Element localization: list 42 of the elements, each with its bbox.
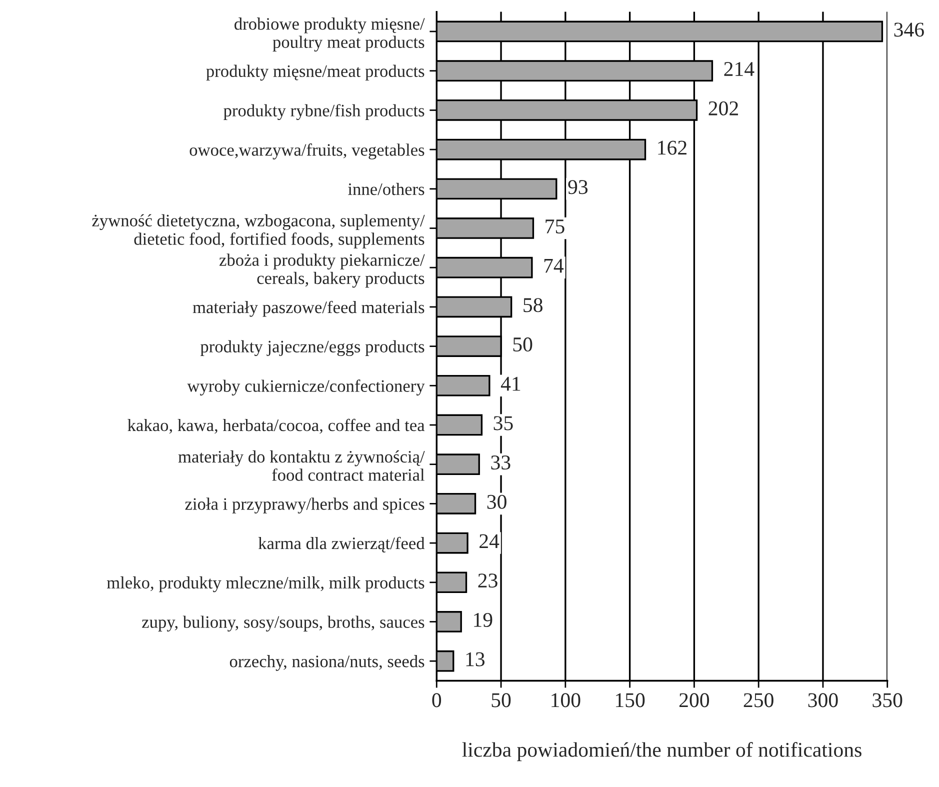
y-tick-label: drobiowe produkty mięsne/ poultry meat products	[234, 18, 425, 52]
x-tick-label: 250	[744, 693, 774, 708]
y-tick-label: wyroby cukiernicze/confectionery	[187, 380, 425, 396]
y-tick-label: zboża i produkty piekarnicze/ cereals, bakery products	[219, 254, 425, 288]
y-tick-label: owoce,warzywa/fruits, vegetables	[190, 143, 424, 160]
x-tick-label: 50	[492, 693, 511, 708]
y-tick-label: mleko, produkty mleczne/milk, milk products	[106, 576, 424, 592]
y-tick-label: orzechy, nasiona/nuts, seeds	[230, 655, 424, 671]
y-tick-label: zioła i przyprawy/herbs and spices	[185, 498, 424, 514]
data-label: 346	[894, 22, 924, 37]
x-tick-label: 0	[432, 693, 442, 708]
data-label: 41	[500, 376, 520, 391]
y-tick-label: produkty mięsne/meat products	[206, 64, 424, 81]
data-label: 74	[544, 258, 564, 273]
y-tick-label: kakao, kawa, herbata/cocoa, coffee and tea	[128, 418, 425, 434]
x-tick-label: 150	[616, 693, 645, 708]
y-tick-label: materiały do kontaktu z żywnością/ food contract material	[178, 450, 425, 481]
data-label: 23	[478, 574, 498, 588]
data-label: 58	[524, 298, 542, 312]
data-label: 33	[491, 456, 510, 470]
x-tick-label: 350	[872, 693, 902, 708]
data-label: 75	[546, 220, 564, 234]
data-label: 24	[480, 534, 500, 548]
y-tick-label: produkty rybne/fish products	[224, 104, 424, 120]
data-label: 30	[487, 494, 506, 509]
data-label: 214	[724, 62, 754, 76]
x-tick-label: 100	[552, 693, 580, 708]
y-tick-label: karma dla zwierząt/feed	[258, 536, 425, 552]
y-tick-label: materiały paszowe/feed materials	[192, 300, 424, 317]
data-label: 93	[568, 180, 588, 194]
data-label: 19	[474, 612, 492, 627]
x-tick-label: 200	[679, 693, 710, 708]
data-label: 13	[466, 652, 485, 666]
data-label: 162	[658, 140, 686, 155]
data-label: 202	[708, 101, 738, 116]
x-tick-label: 300	[808, 693, 838, 708]
y-tick-label: inne/others	[348, 182, 424, 196]
y-tick-label: zupy, buliony, sosy/soups, broths, sauces	[142, 616, 424, 632]
x-axis-title: liczba powiadomień/the number of notifications	[462, 742, 862, 762]
data-label: 35	[494, 416, 513, 430]
y-tick-label: produkty jajeczne/eggs products	[200, 340, 424, 356]
data-label: 50	[513, 337, 532, 352]
